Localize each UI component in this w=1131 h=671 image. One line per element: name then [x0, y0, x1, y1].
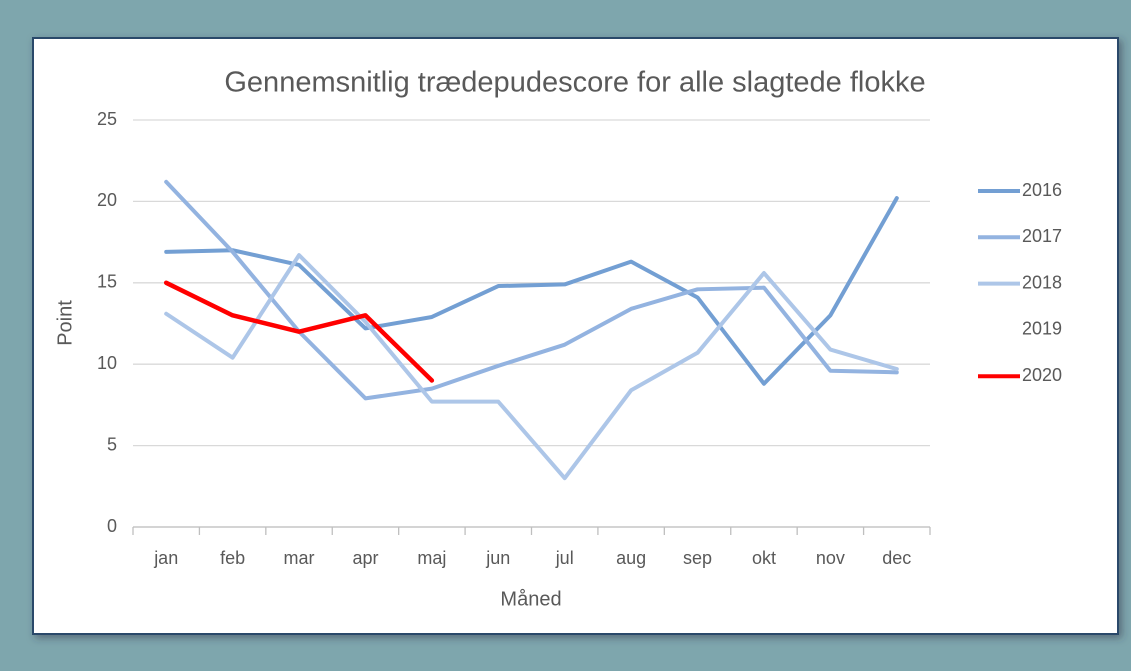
- data-line: [163, 280, 435, 383]
- x-tick-label: apr: [352, 548, 378, 568]
- y-tick-label: 0: [107, 516, 117, 536]
- y-tick-label: 20: [97, 190, 117, 210]
- x-tick-label: aug: [616, 548, 646, 568]
- data-line: [164, 253, 899, 481]
- chart-title: Gennemsnitlig trædepudescore for alle sl…: [224, 67, 925, 99]
- legend-label: 2017: [1022, 226, 1062, 246]
- x-tick-label: mar: [284, 548, 315, 568]
- x-tick-label: jun: [485, 548, 510, 568]
- legend-label: 2018: [1022, 272, 1062, 292]
- x-tick-label: feb: [220, 548, 245, 568]
- x-tick-label: nov: [816, 548, 845, 568]
- legend-label: 2016: [1022, 180, 1062, 200]
- y-tick-label: 25: [97, 109, 117, 129]
- x-tick-label: jul: [555, 548, 574, 568]
- x-axis-label: Måned: [500, 588, 561, 610]
- y-axis-label: Point: [54, 300, 76, 346]
- y-tick-label: 15: [97, 272, 117, 292]
- legend-label: 2019: [1022, 319, 1062, 339]
- chart-frame: [32, 37, 1119, 635]
- x-tick-label: jan: [153, 548, 178, 568]
- data-line: [164, 196, 899, 386]
- x-tick-label: okt: [752, 548, 776, 568]
- legend-label: 2020: [1022, 365, 1062, 385]
- x-tick-label: sep: [683, 548, 712, 568]
- x-tick-label: maj: [417, 548, 446, 568]
- y-tick-label: 10: [97, 353, 117, 373]
- y-tick-label: 5: [107, 434, 117, 454]
- data-line: [164, 179, 899, 401]
- x-tick-label: dec: [882, 548, 911, 568]
